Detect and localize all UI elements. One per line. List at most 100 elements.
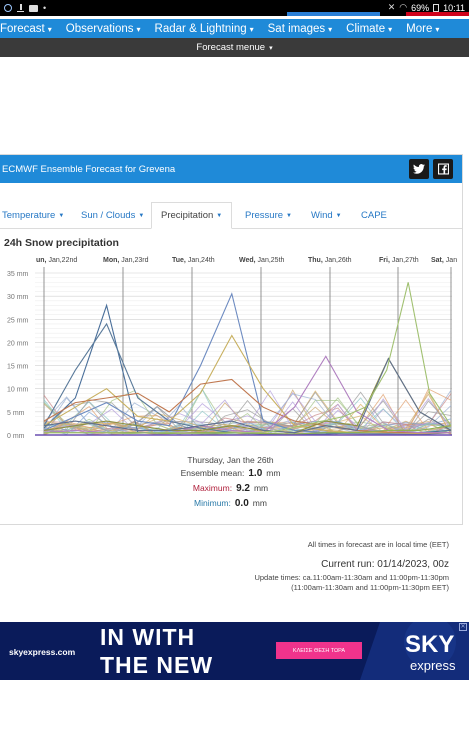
ad-close-icon[interactable]: ✕ [459, 623, 467, 631]
clock: 10:11 [443, 2, 465, 13]
x-tick-label: Sat, Jan [431, 257, 457, 264]
chevron-down-icon: ▾ [328, 24, 333, 34]
current-run: Current run: 01/14/2023, 00z [321, 559, 449, 570]
nav-item-label: Forecast [0, 22, 45, 35]
nav-item-climate[interactable]: Climate ▾ [346, 23, 392, 35]
y-tick-label: 0 mm [7, 433, 25, 440]
twitter-share-button[interactable] [409, 159, 429, 179]
update-times: Update times: ca.11:00am-11:30am and 11:… [254, 573, 449, 582]
chevron-down-icon: ▾ [136, 24, 141, 34]
x-tick-label: Mon, Jan,23rd [103, 257, 149, 264]
snow-precipitation-chart[interactable]: 0 mm 5 mm 10 mm 15 mm 20 mm 25 mm 30 mm 35 mm un… [0, 251, 462, 441]
tooltip-max-value: 9.2 [236, 483, 250, 494]
update-times-eet: (11:00am-11:30am and 11:00pm-11:30pm EET… [291, 583, 449, 592]
y-tick-label: 15 mm [7, 364, 29, 371]
ensemble-member-line [43, 334, 452, 435]
ensemble-member-line [43, 407, 452, 436]
chart-tooltip: Thursday, Jan the 26th Ensemble mean: 1.… [0, 455, 462, 510]
tab-label: Precipitation [161, 210, 214, 221]
main-navigation: Forecast ▾ Observations ▾ Radar & Lightning ▾… [0, 19, 469, 38]
chevron-down-icon: ▼ [286, 212, 292, 219]
nav-item-label: Climate [346, 22, 386, 35]
nav-item-radar-lightning[interactable]: Radar & Lightning ▾ [155, 23, 254, 35]
ensemble-member-line [43, 357, 452, 434]
ensemble-forecast-widget: ECMWF Ensemble Forecast for Grevena Temp… [0, 154, 463, 525]
y-tick-label: 10 mm [7, 387, 29, 394]
forecast-tabs: Temperature ▼ Sun / Clouds ▼ Precipitation ▼ P… [0, 202, 462, 229]
chevron-down-icon: ▼ [138, 212, 145, 219]
page-url-bar [287, 12, 380, 16]
tooltip-max-label: Maximum: [192, 483, 233, 493]
y-tick-label: 35 mm [7, 271, 29, 278]
more-dots-icon: • [43, 3, 47, 13]
tab-precipitation[interactable]: Precipitation ▼ [151, 202, 233, 229]
download-icon [17, 4, 24, 12]
page-url-bar-accent [406, 12, 469, 16]
chevron-down-icon: ▾ [47, 24, 52, 34]
chevron-down-icon: ▼ [335, 212, 342, 219]
advertisement-banner[interactable]: skyexpress.com IN WITH THE NEW ΚΛΕΙΣΕ ΘΕ… [0, 622, 469, 680]
tooltip-min-unit: mm [252, 498, 267, 508]
tab-cape[interactable]: CAPE [361, 202, 387, 229]
tab-sun-clouds[interactable]: Sun / Clouds ▼ [81, 202, 144, 229]
nav-item-observations[interactable]: Observations ▾ [66, 23, 141, 35]
chevron-down-icon: ▾ [249, 24, 254, 34]
x-tick-label: Tue, Jan,24th [172, 257, 215, 264]
battery-icon [433, 3, 440, 12]
nav-item-more[interactable]: More ▾ [406, 23, 439, 35]
facebook-share-button[interactable] [433, 159, 453, 179]
y-tick-label: 30 mm [7, 294, 29, 301]
timezone-note: All times in forecast are in local time … [307, 540, 449, 549]
ensemble-member-line [44, 282, 452, 435]
x-tick-label: Fri, Jan,27th [379, 257, 419, 264]
forecast-menu-label[interactable]: Forecast menue [196, 42, 266, 53]
ad-headline-1: IN WITH [100, 624, 196, 650]
tab-wind[interactable]: Wind ▼ [311, 202, 342, 229]
nav-item-label: Radar & Lightning [154, 22, 247, 35]
tooltip-date: Thursday, Jan the 26th [187, 455, 274, 465]
x-tick-label: Wed, Jan,25th [239, 257, 285, 264]
ensemble-member-line [43, 292, 452, 435]
y-tick-label: 5 mm [7, 410, 25, 417]
tooltip-min-value: 0.0 [234, 498, 249, 509]
y-tick-label: 20 mm [7, 340, 29, 347]
widget-title: ECMWF Ensemble Forecast for Grevena [2, 163, 176, 175]
ad-logo: SKY [405, 631, 455, 658]
chevron-down-icon: ▾ [435, 24, 440, 34]
tooltip-min-label: Minimum: [194, 498, 231, 508]
tooltip-mean-unit: mm [266, 468, 281, 478]
forecast-menu-bar[interactable]: Forecast menue ▾ [0, 38, 469, 57]
chart-title: 24h Snow precipitation [4, 237, 119, 249]
chevron-down-icon: ▼ [216, 212, 223, 219]
tab-label: Wind [311, 210, 333, 221]
twitter-icon [413, 164, 425, 174]
ad-headline-2: THE NEW [100, 652, 214, 678]
chevron-down-icon: ▾ [388, 24, 393, 34]
ensemble-member-line [43, 378, 451, 434]
tooltip-mean-value: 1.0 [248, 468, 263, 479]
nav-item-sat-images[interactable]: Sat images ▾ [268, 23, 333, 35]
nav-item-forecast[interactable]: Forecast ▾ [0, 23, 52, 35]
status-bar: • ✕ ◠ 69% 10:11 [0, 0, 469, 16]
tooltip-mean-label: Ensemble mean: [180, 468, 245, 478]
x-tick-label: Thu, Jan,26th [308, 257, 352, 264]
nav-item-label: More [406, 22, 433, 35]
chevron-down-icon: ▼ [58, 212, 65, 219]
chevron-down-icon: ▾ [269, 44, 273, 52]
wifi-icon: ◠ [399, 2, 408, 12]
tab-label: Temperature [2, 210, 56, 221]
tab-label: Sun / Clouds [81, 210, 136, 221]
ad-cta-button[interactable]: ΚΛΕΙΣΕ ΘΕΣΗ ΤΩΡΑ [276, 642, 362, 659]
facebook-icon [437, 163, 449, 175]
ad-logo-sub: express [410, 658, 456, 673]
nav-item-label: Observations [65, 22, 134, 35]
mute-icon: ✕ [387, 2, 396, 12]
tab-pressure[interactable]: Pressure ▼ [245, 202, 292, 229]
widget-header: ECMWF Ensemble Forecast for Grevena [0, 155, 462, 183]
tab-temperature[interactable]: Temperature ▼ [2, 202, 64, 229]
tooltip-max-unit: mm [253, 483, 269, 493]
browser-icon [4, 4, 12, 12]
nav-item-label: Sat images [267, 22, 326, 35]
folder-icon [29, 4, 38, 12]
ad-domain: skyexpress.com [9, 647, 76, 657]
